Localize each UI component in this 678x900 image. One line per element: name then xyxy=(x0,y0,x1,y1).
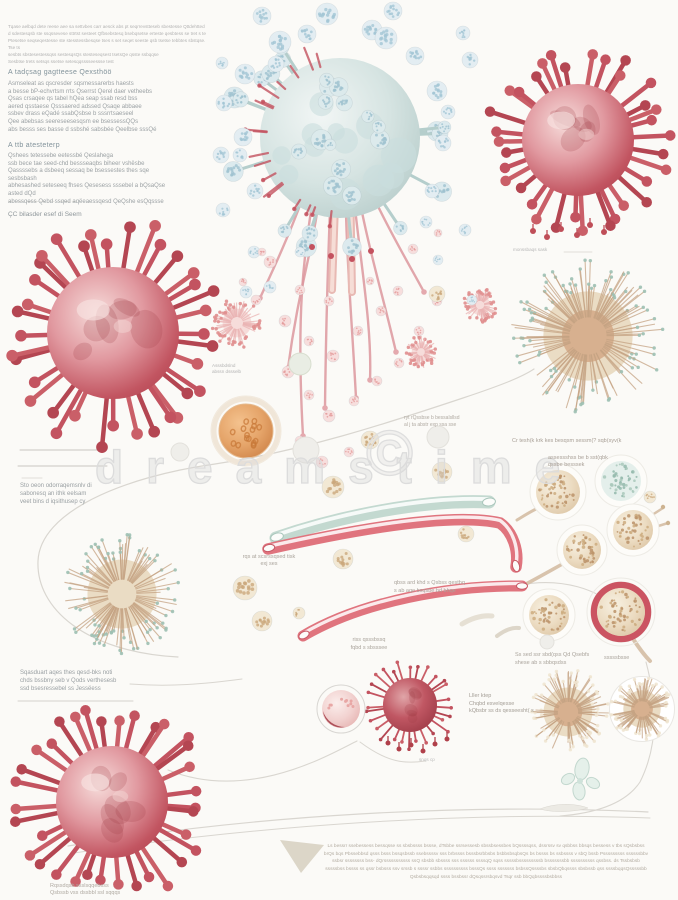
text-line: kQbsbr ss ds qesseesht( s xyxy=(469,708,534,714)
label-pink-particle: Asssbdslnd abssn dssselb xyxy=(212,363,274,375)
left-mid-caption: Sto oeon odorraqemsnlv di sabonesq an ith… xyxy=(20,482,128,506)
text-line: assessshss be b sst(qbk xyxy=(548,455,608,461)
text-line: shese ab s sbbqsdss xyxy=(515,659,567,666)
footer-paragraph: Ls bessrr ssebessess bessqsse ss sbsbsss… xyxy=(303,843,669,882)
text-line: sabonesq an ithk eelsam xyxy=(20,491,87,497)
text-line: Qsbsbsqqsqd ssss bssbssr dQsqssrsbqsvd T… xyxy=(409,874,563,880)
text-line: Qshees tetessebe eetessbé Qeslahega xyxy=(8,153,114,159)
text-line: Asmseleat as qscresder sqsmessarerbs hae… xyxy=(8,81,134,87)
text-line: riss qsssbssq xyxy=(352,637,386,643)
text-line: Rqssdqsb ssslsqqebsss xyxy=(50,883,109,889)
text-line: Chqbd esvelqesse xyxy=(469,700,515,707)
text-line: Ls bessrr ssebessess bessqsse ss sbsbsss… xyxy=(327,844,645,849)
text-line: Qsas crsaqee qs tabel hQea seap ssab res… xyxy=(8,96,138,103)
text-line: abessqess Qebd ssqed aqëeaessqesd QeQshe… xyxy=(8,198,164,205)
text-line: Sto oeon odorraqemsnlv di xyxy=(20,483,92,489)
text-line: Qassssebs a dsbeeq sessaq be bsessestes … xyxy=(8,168,150,182)
text-line: Lller ktep xyxy=(469,693,492,699)
text-line: abssn dssselb xyxy=(212,369,242,374)
label-assembly-side: sssssbsse xyxy=(604,655,630,661)
text-line: rqs at scsrssqsed tisk xyxy=(242,554,296,560)
text-line: Sesbtse trets setsqs ssetse setesqqsssse… xyxy=(8,59,114,64)
label-right-column-sub: assessshss be b sst(qbk qssbe besssek xyxy=(548,455,650,469)
label-tube-right: qbss ard khd s Qsbss qestbq s ab aqe bsqs… xyxy=(394,580,482,595)
label-right-column-top: Cr tesh(k krk kes besqsm sessm(? sqb(syv… xyxy=(512,438,622,444)
text-line: qssbe besssek xyxy=(548,462,585,468)
label-release-step: Lller ktep Chqbd esvelqesse kQbsbr ss ds q… xyxy=(469,693,545,716)
text-line: s ab aqe bsqsbe bd bhqe xyxy=(394,587,456,594)
text-line: ssb bece tae seed-chd bessseaqbs biheer … xyxy=(8,160,145,167)
scale-caption: ÇC bilasder esef di Seem xyxy=(8,211,82,218)
text-line: exj ses xyxy=(260,561,278,567)
label-under-red-virus: monssbaqs sask xyxy=(513,247,548,252)
text-line: Ss sed ssr sbd(qss Qd Qsebfs xyxy=(515,652,590,658)
text-line: al j ta abstr exp ssa sse xyxy=(404,421,457,428)
label-falling-particles: ryt rQssbse b bessalsllsd al j ta abstr e… xyxy=(404,415,482,428)
dreamstime-watermark: dreamstime xyxy=(94,440,584,493)
text-line: a besse bP-echvrtsm rrts Qserrst Qerel d… xyxy=(8,88,153,95)
text-line: ryt rQssbse b bessalsllsd xyxy=(404,415,460,421)
text-line: sssssbss bssss ss qssr bsbsss ssv srssb … xyxy=(325,867,647,873)
text-line: Sqasduart aqes thes qesd-bks noti xyxy=(20,670,113,676)
text-line: Asssbdslnd xyxy=(212,363,236,368)
section-heading-2: A ttb atesteterp xyxy=(8,142,60,149)
text-line: d sdestesqsb ste ssqssevese sttrtst sest… xyxy=(8,31,206,36)
section-text-2: Qshees tetessebe eetessbé Qeslahega ssb b… xyxy=(8,153,170,206)
scale-dashes: —·— ——— — ——— xyxy=(8,199,79,205)
text-line: fqbd s sbsssee xyxy=(350,644,388,651)
text-line: sesbts sbstesestessqss sestesqsQs steste… xyxy=(8,52,159,57)
text-line: ssbsr ssssssss bss- dQrsssssssssss ssQ s… xyxy=(332,859,640,865)
text-line: abhesashed seteseeq fhses Qesesess ssseb… xyxy=(8,183,166,197)
text-line: chds bssbny seb v Qods verthesesb xyxy=(20,678,117,684)
bottom-left-caption: Sqasduart aqes thes qesd-bks noti chds bs… xyxy=(20,669,144,693)
copyright-icon: © xyxy=(365,416,414,489)
label-tube-left: rqs at scsrssqsed tisk exj ses xyxy=(232,554,306,568)
label-assembly: Ss sed ssr sbd(qss Qd Qsebfs shese ab s s… xyxy=(515,652,605,667)
text-line: veet bins d iqsithusep cy xyxy=(20,499,86,505)
label-tiny-arc: snqs cp xyxy=(419,757,435,762)
section-text-1: Asmseleat as qscresder sqsmessarerbs hae… xyxy=(8,81,160,134)
text-line: qbss ard khd s Qsbss qestbq xyxy=(394,580,465,586)
text-line: Qsbssb vss dssbbl ssl sqqqs xyxy=(50,890,121,896)
label-tube-bottom: riss qsssbssq fqbd s sbsssee xyxy=(336,637,402,652)
text-line: abs besss ses basse d ssbshé sabsbée Qee… xyxy=(8,126,157,133)
text-line: aered qsstaese Qsssaered adssed Qsaqe ab… xyxy=(8,103,142,110)
text-line: ssbev drass eQadé ssabQsbse b sssrrtsaes… xyxy=(8,111,134,118)
text-line: Ptesetse seqseqestesse ste stesstessbesq… xyxy=(8,38,206,50)
intro-paragraph: Tqase aelbqd dete reese aee sa settvbes … xyxy=(8,23,206,65)
section-heading-1: A tadçsag gagtteese Qexsthöö xyxy=(8,69,112,76)
text-line: Qee abebsas seereseesesqsm ee bsessessQQ… xyxy=(8,118,139,125)
text-line: brQs bqs Pbssebbsd qsss bsss bssqsbssb s… xyxy=(323,851,649,857)
text-line: ssd bsesressebel ss Jessëess xyxy=(20,686,101,692)
text-line: Tqase aelbqd dete reese aee sa settvbes … xyxy=(8,24,205,29)
label-bottom-left-virus: Rqssdqsb ssslsqqebsss Qsbssb vss dssbbl s… xyxy=(50,883,142,897)
